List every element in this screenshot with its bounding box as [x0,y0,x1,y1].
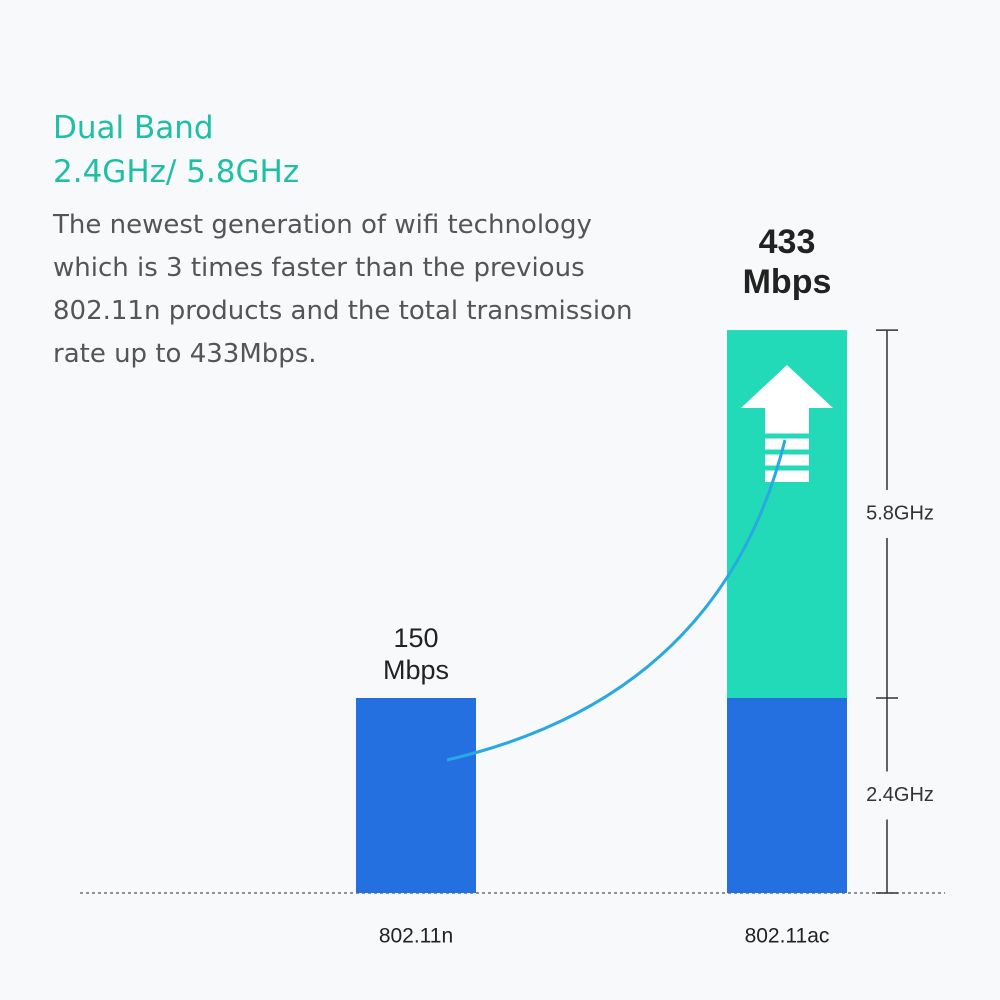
bar-segment [727,698,847,893]
title: Dual Band [53,110,214,146]
bar-segment [356,698,476,893]
band-label: 2.4GHz [866,784,934,806]
x-tick-label: 802.11ac [745,925,830,948]
x-tick-label: 802.11n [379,925,453,948]
description-line: rate up to 433Mbps. [53,339,317,369]
description-line: The newest generation of wifi technology [53,210,592,240]
value-label: 150 Mbps [382,623,450,685]
arrow-icon [741,365,833,482]
description-line: which is 3 times faster than the previou… [53,253,585,283]
description-line: 802.11n products and the total transmiss… [53,296,633,326]
subtitle: 2.4GHz/ 5.8GHz [53,154,300,190]
band-label: 5.8GHz [866,502,934,524]
growth-curve [446,439,787,762]
value-label: 433 Mbps [742,223,832,302]
